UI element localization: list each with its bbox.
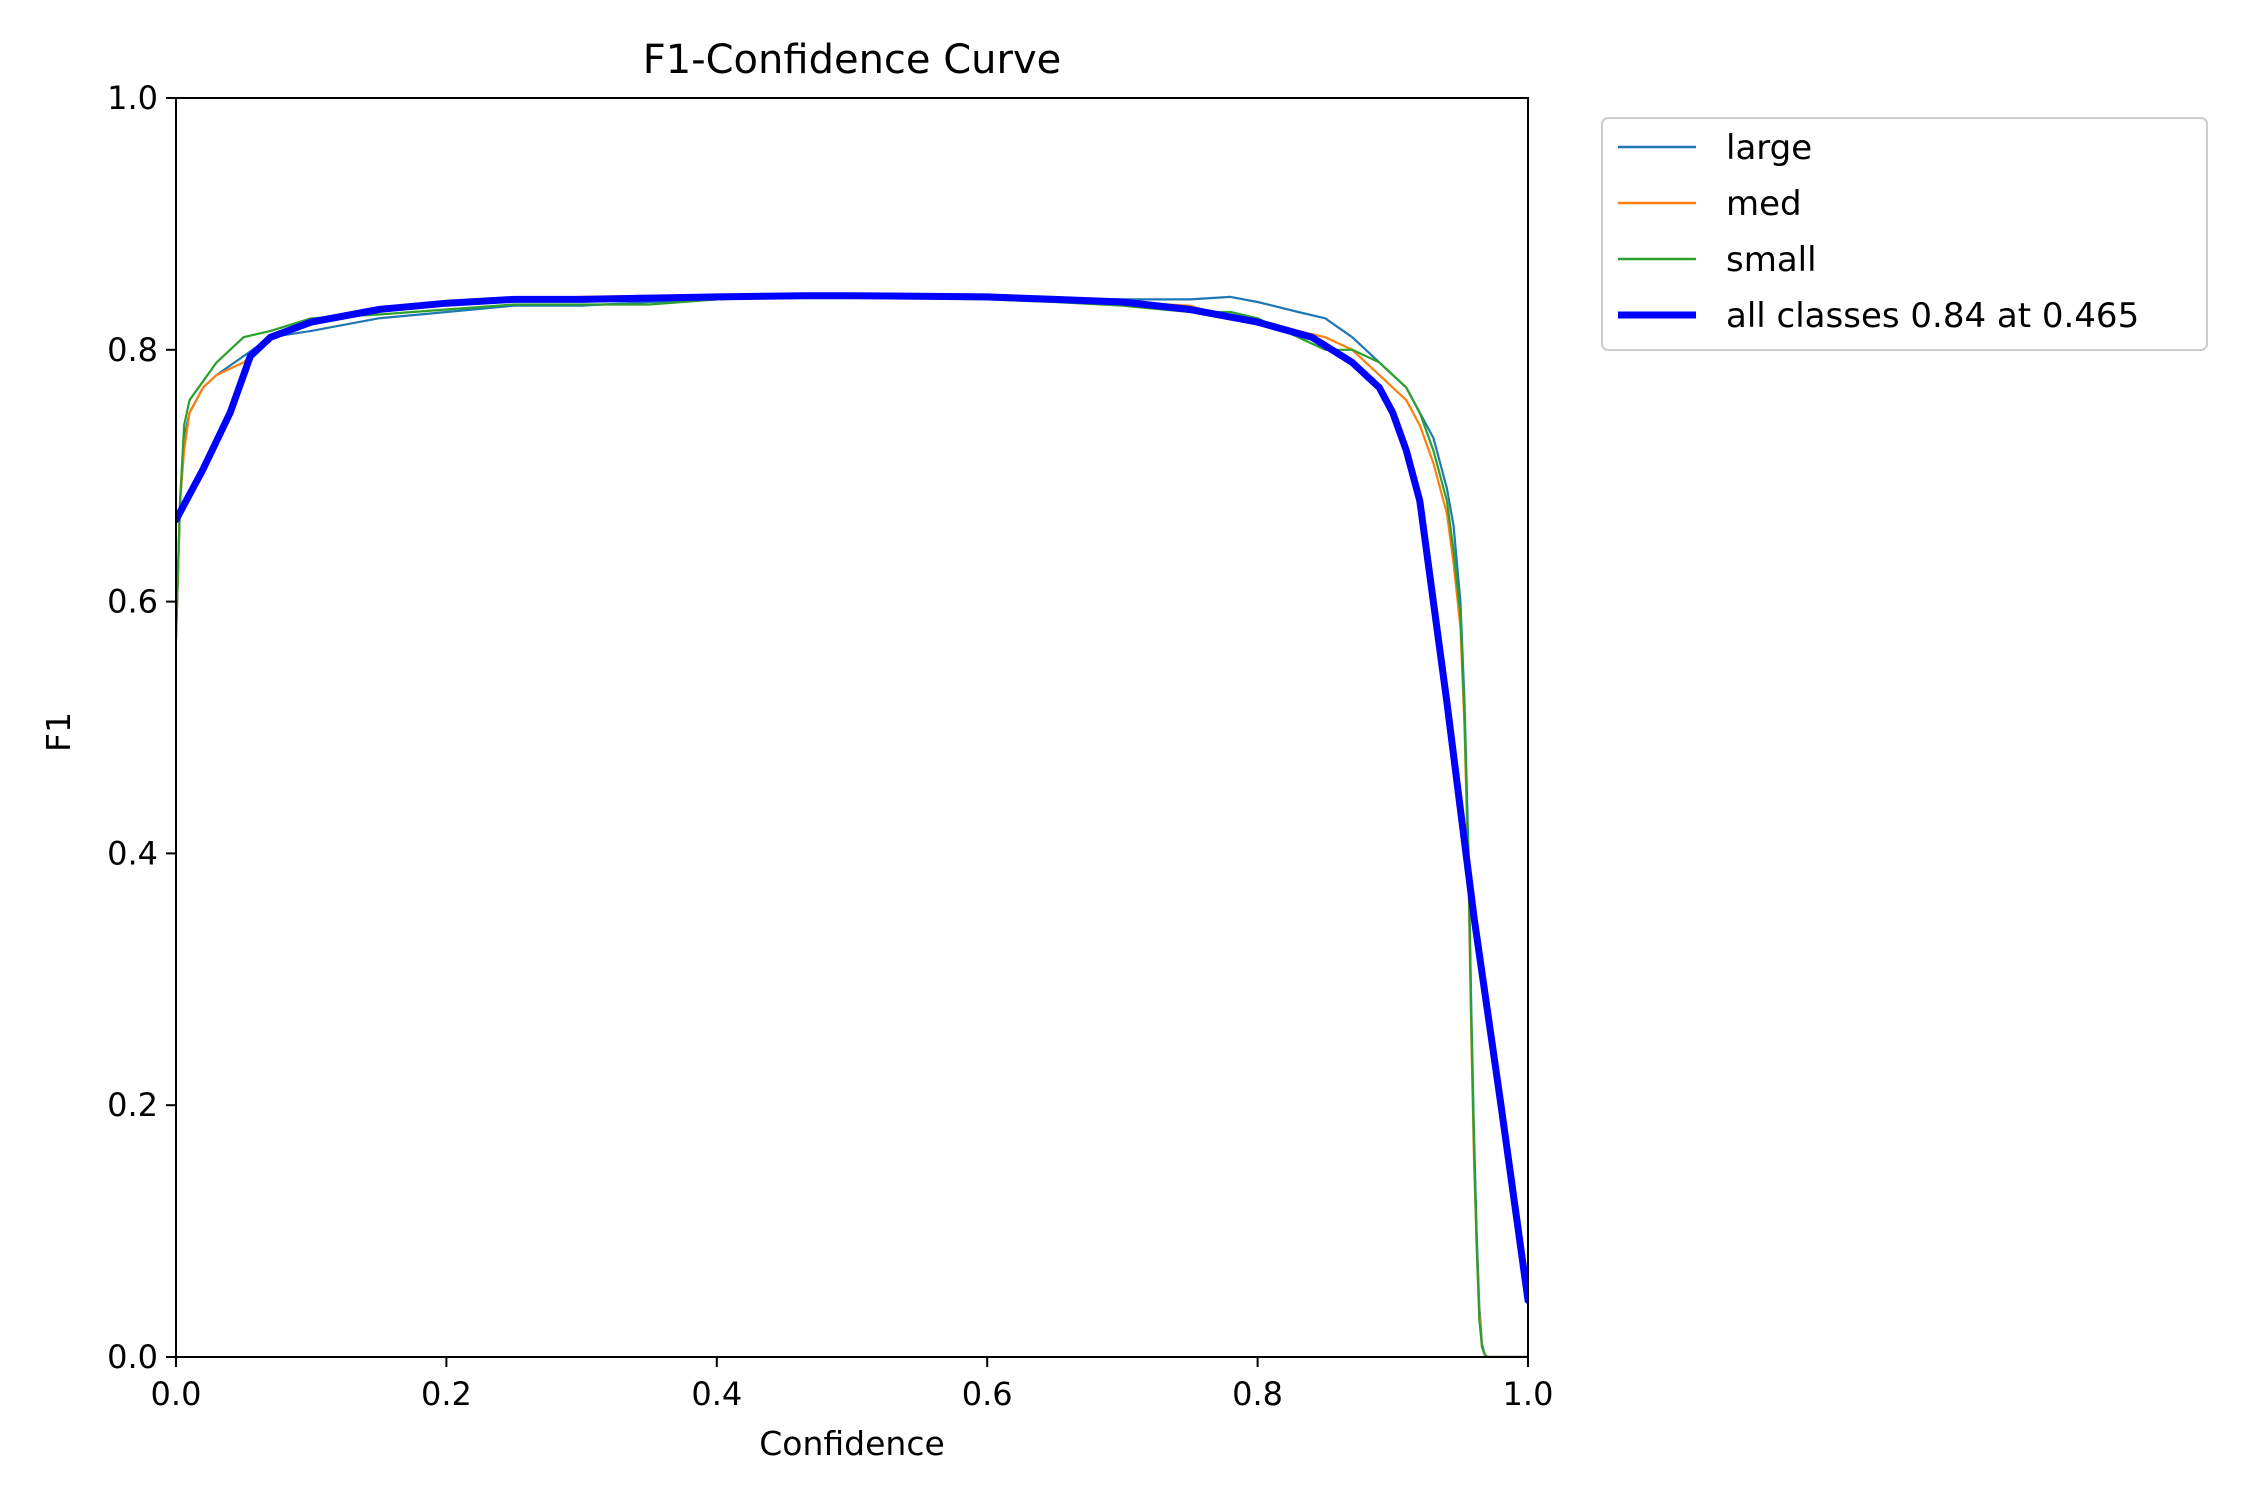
legend-label: all classes 0.84 at 0.465 bbox=[1726, 296, 2139, 336]
y-tick-label: 0.6 bbox=[107, 583, 158, 621]
legend-box bbox=[1601, 117, 2208, 351]
legend-items: large med small all classes 0.84 at 0.465 bbox=[1618, 128, 2139, 336]
y-tick-label: 1.0 bbox=[107, 79, 158, 117]
plot-frame bbox=[175, 97, 1529, 1358]
legend: large med small all classes 0.84 at 0.465 bbox=[1601, 117, 2208, 351]
y-tick-label: 0.0 bbox=[107, 1338, 158, 1376]
x-tick-label: 0.4 bbox=[691, 1375, 742, 1413]
y-tick-label: 0.2 bbox=[107, 1086, 158, 1124]
chart-title: F1-Confidence Curve bbox=[643, 37, 1062, 83]
plot-lines bbox=[176, 292, 1528, 1357]
y-tick-label: 0.8 bbox=[107, 331, 158, 369]
y-axis-label: F1 bbox=[39, 712, 78, 752]
y-tick-label: 0.4 bbox=[107, 834, 158, 872]
legend-label: med bbox=[1726, 184, 1802, 224]
x-axis-label: Confidence bbox=[759, 1424, 945, 1463]
axis-ticks: 0.0 0.2 0.4 0.6 0.8 1.0 0.0 0.2 0.4 0.6 0.8 1.0 bbox=[107, 79, 1553, 1413]
x-tick-label: 0.2 bbox=[421, 1375, 472, 1413]
series-line-all-classes bbox=[176, 292, 1528, 1304]
x-tick-label: 1.0 bbox=[1503, 1375, 1554, 1413]
legend-label: small bbox=[1726, 240, 1817, 280]
x-tick-label: 0.6 bbox=[962, 1375, 1013, 1413]
x-tick-label: 0.8 bbox=[1232, 1375, 1283, 1413]
x-tick-label: 0.0 bbox=[151, 1375, 202, 1413]
legend-label: large bbox=[1726, 128, 1812, 168]
series-line-small bbox=[176, 295, 1528, 1357]
